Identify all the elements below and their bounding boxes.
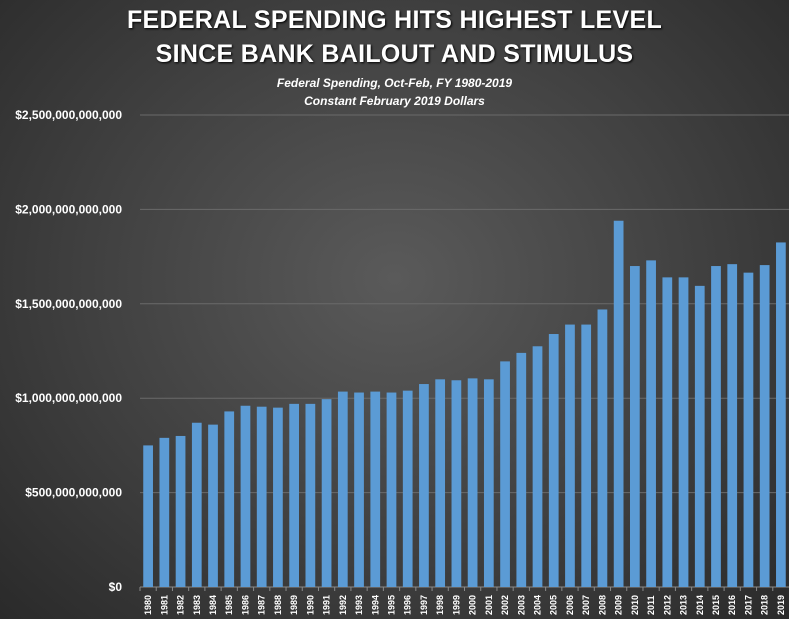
bar-2002 — [500, 361, 510, 587]
bar-1996 — [402, 390, 413, 587]
x-tick-label: 2003 — [516, 595, 526, 615]
bar-1997 — [419, 384, 429, 587]
x-tick-label: 2000 — [468, 595, 478, 615]
x-tick-label: 1987 — [257, 595, 267, 615]
gridlines — [140, 114, 789, 588]
chart-subtitle-line2: Constant February 2019 Dollars — [304, 94, 485, 108]
x-tick-label: 2016 — [727, 595, 737, 615]
bar-1980 — [143, 445, 153, 587]
chart-title-line2: SINCE BANK BAILOUT AND STIMULUS — [155, 40, 634, 68]
x-tick-label: 1986 — [240, 595, 250, 615]
y-tick-label: $1,000,000,000,000 — [15, 391, 122, 405]
x-tick-label: 2019 — [776, 595, 786, 615]
x-tick-label: 2013 — [679, 595, 689, 615]
x-tick-label: 1990 — [305, 595, 315, 615]
y-tick-label: $500,000,000,000 — [25, 486, 122, 500]
x-tick-label: 1983 — [192, 595, 202, 615]
bar-1991 — [321, 399, 332, 587]
bar-2004 — [532, 346, 543, 587]
bar-2008 — [597, 309, 608, 587]
x-tick-label: 1992 — [338, 595, 348, 615]
bar-1983 — [191, 422, 202, 587]
bar-2017 — [743, 272, 754, 587]
x-tick-label: 2015 — [711, 595, 721, 615]
x-tick-label: 1989 — [289, 595, 299, 615]
bar-1984 — [208, 424, 218, 587]
bars — [143, 220, 786, 587]
x-tick-label: 2001 — [484, 595, 494, 615]
y-axis: $0 $500,000,000,000 $1,000,000,000,000 $1,5… — [15, 108, 122, 594]
x-tick-label: 2005 — [549, 595, 559, 615]
bar-1988 — [273, 407, 283, 587]
y-tick-label: $1,500,000,000,000 — [15, 297, 122, 311]
bar-2007 — [581, 324, 592, 587]
x-tick-label: 1993 — [354, 595, 364, 615]
bar-2014 — [694, 285, 705, 587]
bar-2009 — [613, 220, 624, 587]
x-tick-label: 1985 — [224, 595, 234, 615]
x-tick-label: 2006 — [565, 595, 575, 615]
bar-1981 — [159, 437, 170, 587]
x-tick-label: 2007 — [581, 595, 591, 615]
x-tick-label: 1981 — [159, 595, 169, 615]
chart-title: FEDERAL SPENDING HITS HIGHEST LEVEL — [126, 6, 663, 34]
x-tick-label: 1988 — [273, 595, 283, 615]
x-tick-label: 2009 — [614, 595, 624, 615]
x-tick-label: 1980 — [143, 595, 153, 615]
bar-1982 — [175, 435, 186, 587]
bar-2019 — [776, 242, 786, 587]
x-tick-label: 2010 — [630, 595, 640, 615]
bar-1994 — [370, 391, 381, 587]
x-tick-label: 2014 — [695, 595, 705, 615]
bar-2015 — [711, 266, 721, 587]
x-tick-label: 1995 — [386, 595, 396, 615]
bar-1986 — [240, 405, 251, 587]
x-tick-label: 2004 — [533, 595, 543, 615]
bar-2000 — [467, 378, 478, 587]
x-tick-label: 1996 — [403, 595, 413, 615]
bar-2006 — [565, 324, 575, 587]
bar-1998 — [435, 379, 446, 587]
x-tick-label: 2008 — [597, 595, 607, 615]
bar-1992 — [337, 391, 348, 587]
x-tick-label: 2018 — [760, 595, 770, 615]
bar-2011 — [646, 260, 656, 587]
x-tick-label: 1982 — [176, 595, 186, 615]
bar-2016 — [727, 264, 738, 587]
bar-1989 — [289, 403, 300, 587]
x-tick-label: 2002 — [500, 595, 510, 615]
bar-2010 — [629, 266, 640, 587]
x-tick-label: 2011 — [646, 595, 656, 615]
x-tick-label: 1994 — [370, 595, 380, 615]
x-tick-label: 2012 — [662, 595, 672, 615]
bar-2018 — [759, 265, 770, 587]
bar-1985 — [224, 411, 235, 587]
bar-2012 — [662, 277, 673, 587]
x-tick-label: 1998 — [435, 595, 445, 615]
bar-1999 — [451, 380, 462, 587]
bar-1993 — [354, 392, 364, 587]
y-tick-label: $2,500,000,000,000 — [15, 108, 122, 122]
y-tick-label: $2,000,000,000,000 — [15, 202, 122, 216]
x-tick-label: 1991 — [322, 595, 332, 615]
chart-subtitle: Federal Spending, Oct-Feb, FY 1980-2019 — [276, 76, 513, 90]
y-tick-label: $0 — [109, 580, 123, 594]
x-tick-label: 1997 — [419, 595, 429, 615]
bar-1995 — [386, 392, 397, 587]
x-tick-label: 1984 — [208, 595, 218, 615]
x-tick-label: 1999 — [451, 595, 461, 615]
x-axis: 1980 1981 1982 1983 1984 1985 1986 1987 1988 1989… — [139, 587, 786, 615]
bar-2001 — [483, 379, 494, 587]
bar-2005 — [548, 334, 559, 587]
x-tick-label: 2017 — [743, 595, 753, 615]
bar-2013 — [678, 277, 689, 587]
bar-1987 — [256, 406, 267, 587]
bar-1990 — [305, 403, 316, 587]
bar-2003 — [516, 352, 527, 587]
